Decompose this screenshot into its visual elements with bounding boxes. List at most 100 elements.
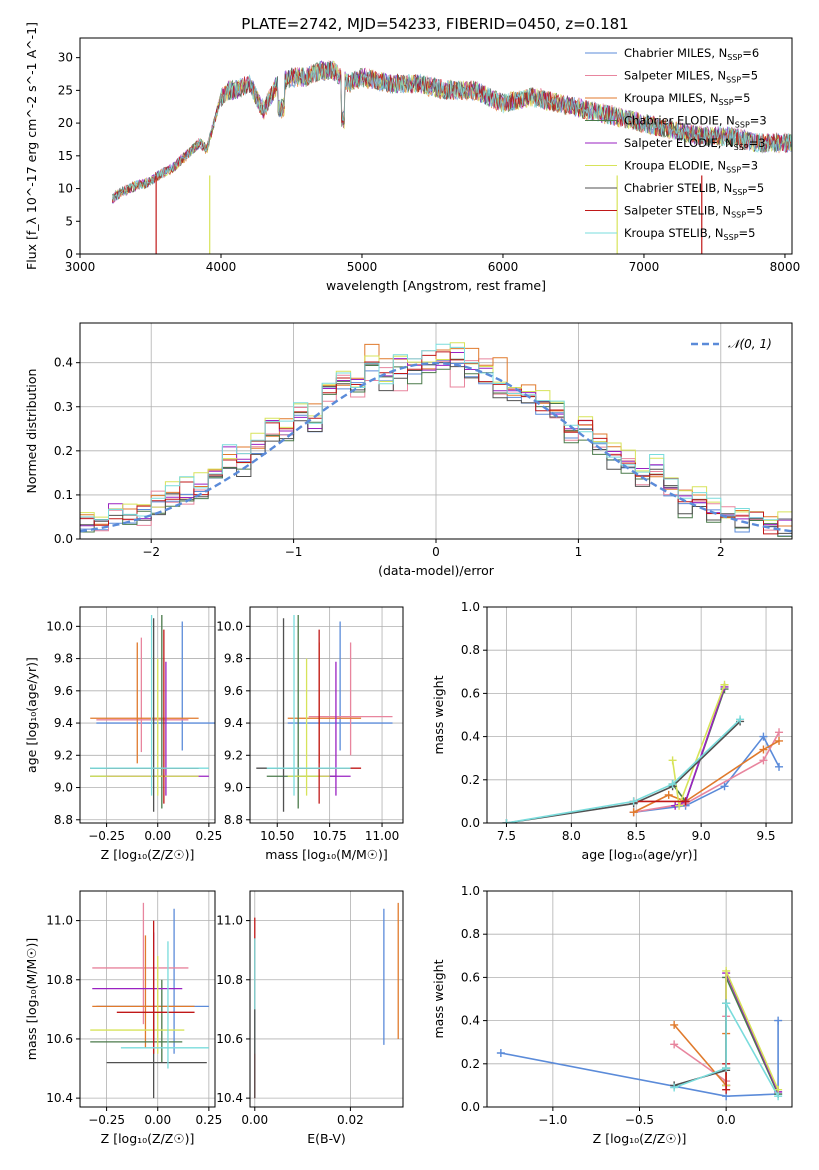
x-axis-label: wavelength [Angstrom, rest frame]	[326, 278, 546, 293]
weight-marker	[670, 1020, 679, 1029]
x-axis-label: mass [log₁₀(M/M☉)]	[265, 847, 387, 862]
panel-weight-vs-age: 7.5 8.0 8.5 9.0 9.5 0.0 0.2 0.4 0.6 0.8 1.0 age [lo…	[431, 600, 793, 862]
y-tick-label: 8.8	[54, 813, 73, 827]
panel-age-vs-mass: 10.50 10.75 11.00 8.8 9.0 9.2 9.4 9.6 9.8 10.0 mas…	[216, 606, 404, 862]
x-tick-label: 7.5	[497, 829, 516, 843]
y-tick-label: 9.6	[224, 684, 243, 698]
x-tick-label: 2	[717, 545, 725, 559]
y-tick-label: 9.8	[54, 652, 73, 666]
y-tick-label: 0.6	[461, 686, 480, 700]
weight-line	[673, 1003, 727, 1087]
plot-area	[90, 902, 209, 1099]
x-tick-label: 0.00	[241, 1113, 268, 1127]
x-axis-label: age [log₁₀(age/yr)]	[582, 847, 698, 862]
legend: Chabrier MILES, NSSP=6 Salpeter MILES, NS…	[585, 46, 767, 242]
weight-marker	[722, 1064, 731, 1073]
y-tick-label: 8.8	[224, 813, 243, 827]
x-tick-label: −1	[285, 545, 303, 559]
y-tick-label: 20	[58, 116, 73, 130]
y-tick-label: 9.2	[54, 748, 73, 762]
x-tick-label: 10.50	[260, 829, 294, 843]
x-tick-label: −0.25	[88, 1113, 125, 1127]
x-axis-label: (data-model)/error	[378, 563, 495, 578]
plot-area	[90, 615, 215, 812]
x-tick-label: 1	[575, 545, 583, 559]
y-tick-label: 10.4	[216, 1091, 243, 1105]
y-tick-label: 0.3	[54, 400, 73, 414]
spectrum-line	[112, 62, 792, 203]
axes-frame	[79, 890, 216, 1108]
y-tick-label: 9.0	[54, 781, 73, 795]
x-tick-label: −0.5	[625, 1113, 654, 1127]
weight-line	[673, 1000, 779, 1097]
panel-residuals: −2 −1 0 1 2 0.0 0.1 0.2 0.3 0.4 (data-model)/error…	[24, 322, 793, 578]
y-tick-label: 10.8	[216, 973, 243, 987]
figure-title: PLATE=2742, MJD=54233, FIBERID=0450, z=0…	[241, 15, 628, 33]
y-tick-label: 9.4	[224, 716, 243, 730]
y-tick-label: 10.6	[46, 1032, 73, 1046]
weight-marker	[736, 715, 745, 724]
x-axis-label: Z [log₁₀(Z/Z☉)]	[101, 847, 195, 862]
y-tick-label: 1.0	[461, 600, 480, 614]
y-tick-label: 0.6	[461, 970, 480, 984]
weight-marker	[722, 1085, 731, 1094]
y-tick-label: 0.4	[54, 356, 73, 370]
weight-marker	[670, 1040, 679, 1049]
weight-marker	[774, 1016, 783, 1025]
legend-entry: Kroupa STELIB, NSSP=5	[624, 226, 755, 242]
y-axis-label: Normed distribution	[24, 369, 39, 494]
y-tick-label: 9.4	[54, 716, 73, 730]
legend-entry: Kroupa MILES, NSSP=5	[624, 91, 750, 107]
y-tick-label: 0.2	[461, 773, 480, 787]
panel-spectrum: 3000 4000 5000 6000 7000 8000 0 5 10 15 20 25 30 wave…	[24, 22, 800, 293]
x-tick-label: −2	[142, 545, 160, 559]
y-tick-label: 0.2	[461, 1057, 480, 1071]
y-tick-label: 1.0	[461, 884, 480, 898]
y-tick-label: 10	[58, 182, 73, 196]
histogram-step	[80, 342, 792, 521]
y-tick-label: 10.8	[46, 973, 73, 987]
x-tick-label: 7000	[629, 260, 660, 274]
panel-weight-vs-Z: −1.0 −0.5 0.0 0.0 0.2 0.4 0.6 0.8 1.0 Z [log₁₀(Z/…	[431, 884, 793, 1146]
plot-area	[254, 902, 399, 1099]
legend: 𝒩(0, 1)	[691, 337, 772, 351]
panel-mass-vs-Z: −0.25 0.00 0.25 10.4 10.6 10.8 11.0 Z [log₁₀(Z/…	[24, 890, 223, 1146]
plot-area	[502, 680, 784, 823]
x-tick-label: −0.25	[88, 829, 125, 843]
x-tick-label: 0.25	[196, 1113, 223, 1127]
y-tick-label: 0.2	[54, 444, 73, 458]
x-tick-label: 9.0	[692, 829, 711, 843]
y-tick-label: 10.6	[216, 1032, 243, 1046]
weight-marker	[720, 782, 729, 791]
weight-line	[506, 718, 741, 823]
weight-marker	[775, 762, 784, 771]
y-tick-label: 0.0	[461, 816, 480, 830]
weight-marker	[759, 745, 768, 754]
weight-line	[725, 977, 779, 1095]
legend-entry: Chabrier ELODIE, NSSP=3	[624, 114, 767, 130]
y-tick-label: 15	[58, 149, 73, 163]
legend-entry: Kroupa ELODIE, NSSP=3	[624, 159, 758, 175]
y-tick-label: 5	[65, 214, 73, 228]
x-tick-label: 0.02	[337, 1113, 364, 1127]
x-tick-label: 8.5	[627, 829, 646, 843]
weight-marker	[759, 756, 768, 765]
weight-marker	[668, 756, 677, 765]
y-axis-label: mass weight	[431, 675, 446, 754]
x-tick-label: 0.25	[196, 829, 223, 843]
weight-marker	[774, 1092, 783, 1101]
y-tick-label: 11.0	[46, 914, 73, 928]
legend-entry: Chabrier STELIB, NSSP=5	[624, 181, 764, 197]
x-tick-label: 0.00	[144, 1113, 171, 1127]
weight-line	[725, 970, 779, 1091]
weight-marker	[720, 680, 729, 689]
plot-area	[112, 59, 792, 254]
y-tick-label: 10.0	[46, 619, 73, 633]
weight-marker	[722, 999, 731, 1008]
x-tick-label: 0.00	[144, 829, 171, 843]
y-tick-label: 0.0	[54, 532, 73, 546]
y-tick-label: 0	[65, 247, 73, 261]
weight-marker	[775, 728, 784, 737]
x-axis-label: E(B-V)	[307, 1131, 346, 1146]
